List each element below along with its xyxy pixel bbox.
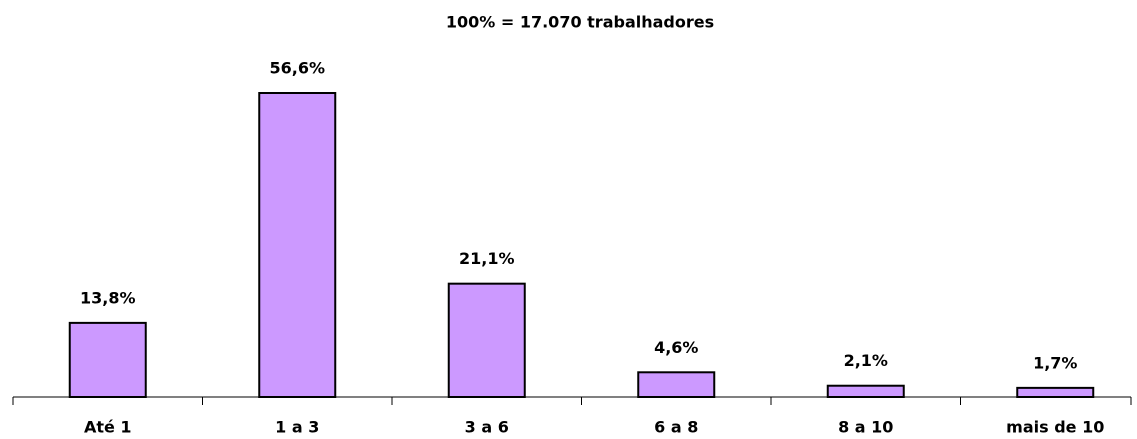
- x-tick-label: 6 a 8: [654, 418, 698, 437]
- value-label: 2,1%: [844, 351, 888, 370]
- bar: [826, 384, 905, 399]
- x-tick-label: 3 a 6: [465, 418, 509, 437]
- x-tick-label: 1 a 3: [275, 418, 319, 437]
- bar: [68, 321, 147, 398]
- value-label: 13,8%: [80, 288, 136, 307]
- x-tick-label: 8 a 10: [838, 418, 893, 437]
- value-label: 4,6%: [654, 338, 698, 357]
- bar: [258, 92, 337, 398]
- x-tick-label: Até 1: [84, 418, 132, 437]
- chart-title: 100% = 17.070 trabalhadores: [446, 13, 714, 32]
- x-tick-label: mais de 10: [1006, 418, 1104, 437]
- bar: [447, 282, 526, 399]
- value-label: 1,7%: [1033, 353, 1077, 372]
- value-label: 21,1%: [459, 249, 515, 268]
- bar: [637, 371, 716, 398]
- bar: [1016, 386, 1095, 399]
- value-label: 56,6%: [269, 59, 325, 78]
